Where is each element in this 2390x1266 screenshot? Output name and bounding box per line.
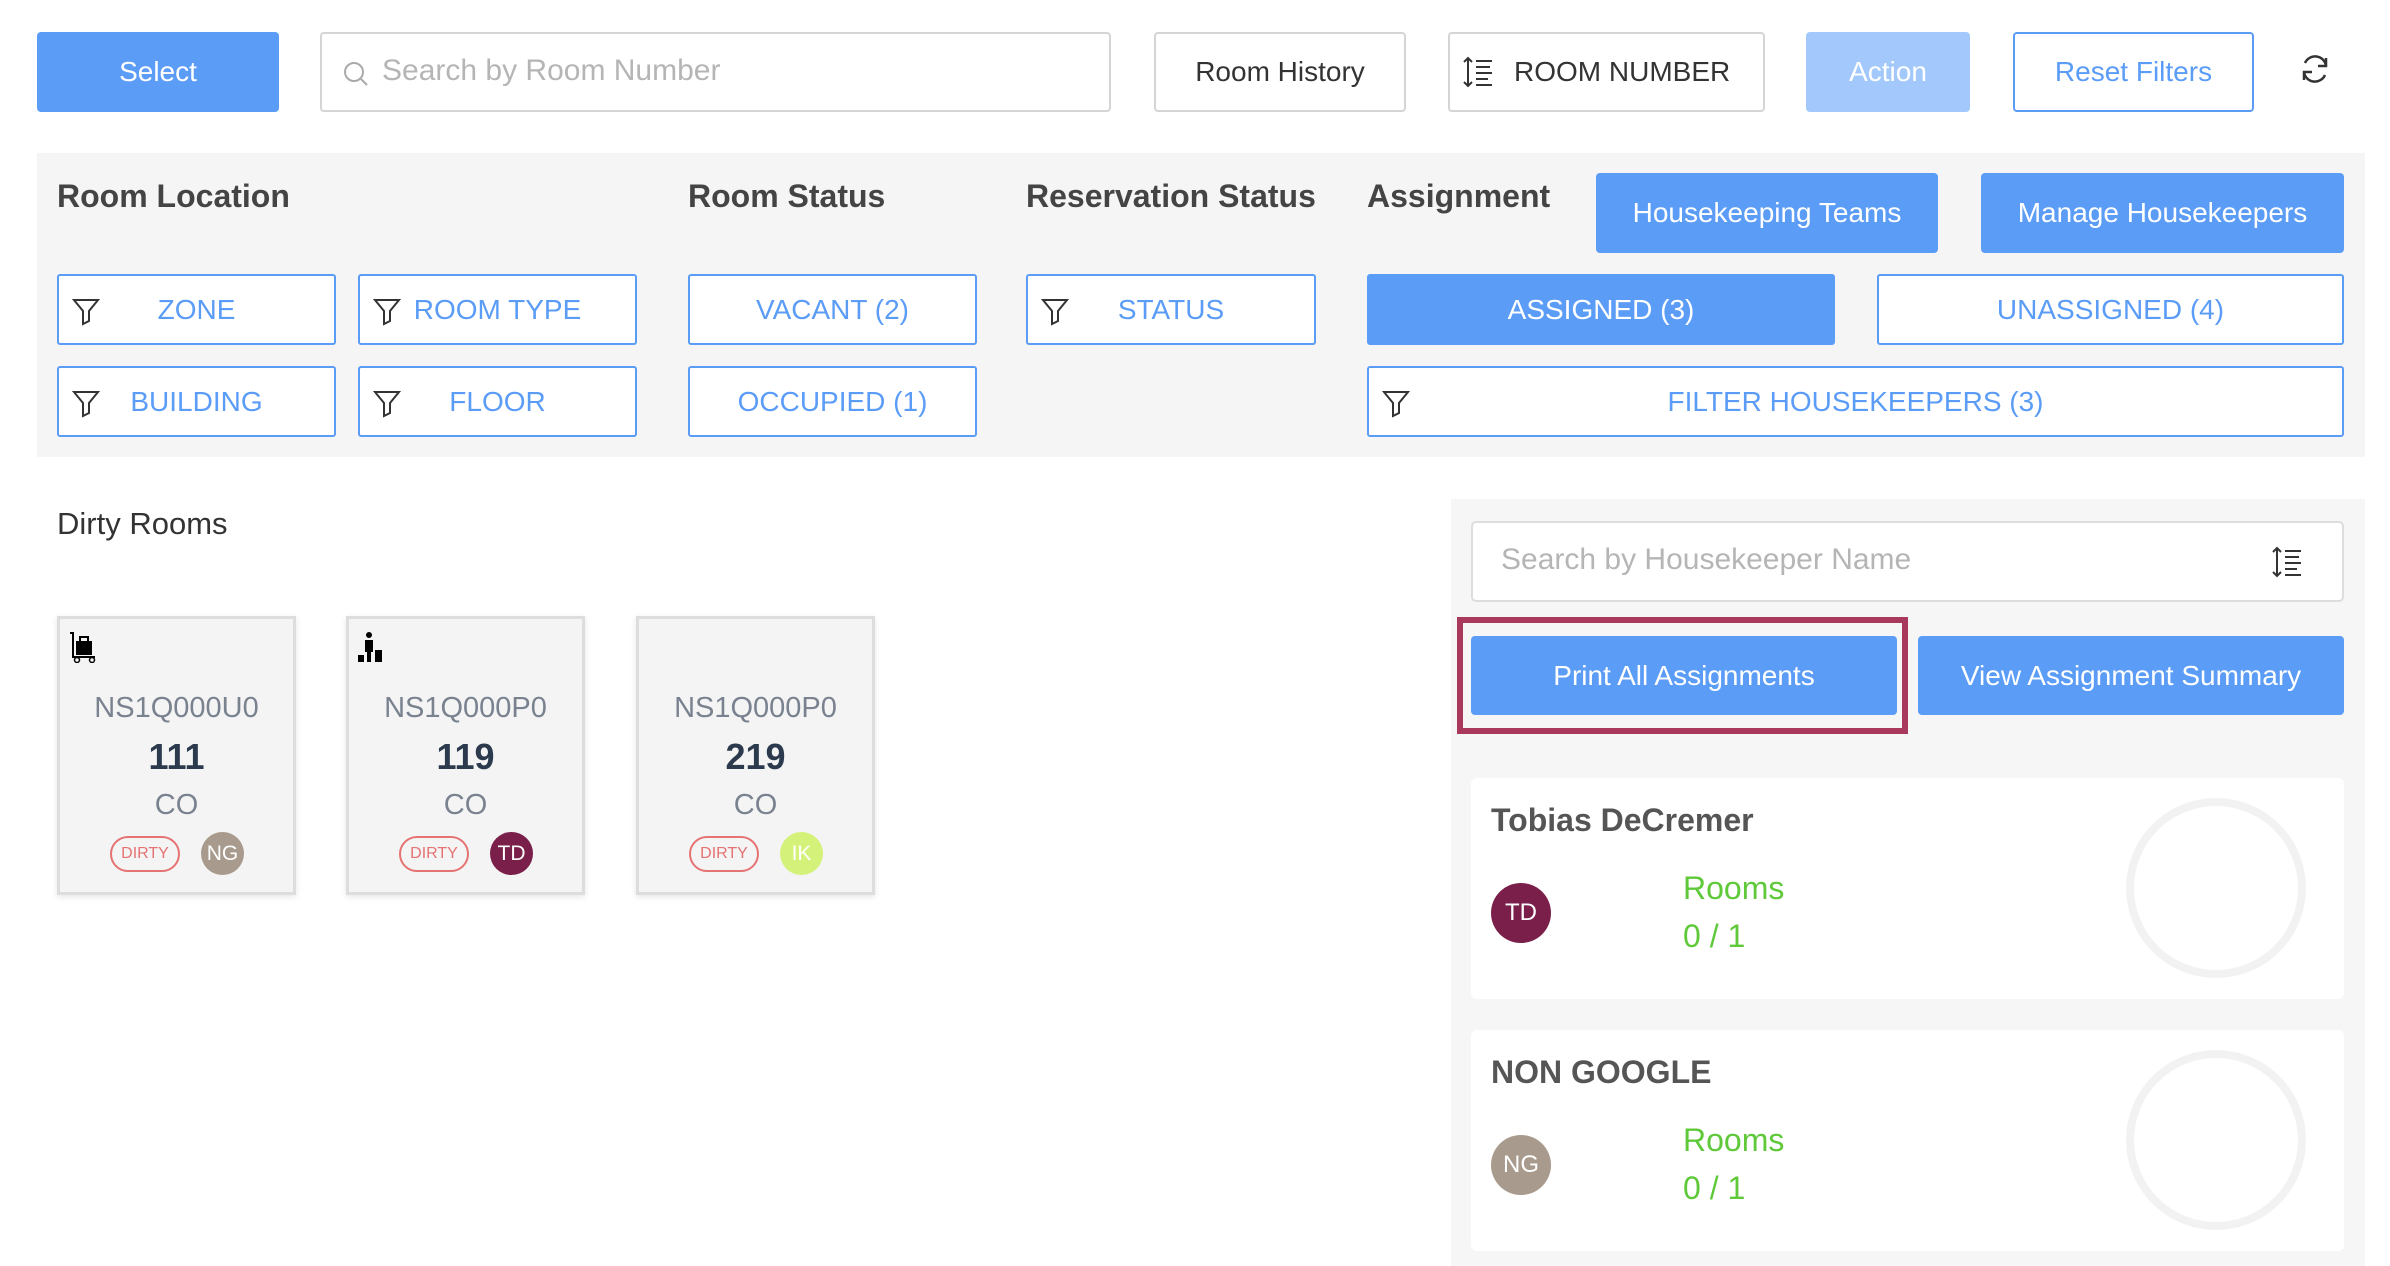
print-all-assignments-button[interactable]: Print All Assignments [1471,636,1897,715]
progress-ring [2126,1050,2306,1230]
housekeeping-teams-button[interactable]: Housekeeping Teams [1596,173,1938,253]
room-status-heading: Room Status [688,178,886,214]
housekeeper-avatar: TD [490,832,533,875]
room-type-filter[interactable]: ROOM TYPE [358,274,637,345]
traveler-icon [358,632,382,662]
filter-icon [372,299,402,326]
sort-icon [1463,56,1492,88]
sort-label: ROOM NUMBER [1514,56,1731,87]
select-button[interactable]: Select [37,32,279,112]
reservation-status-filter[interactable]: STATUS [1026,274,1316,345]
filter-icon [71,299,101,326]
housekeeper-name: Tobias DeCremer [1491,802,1754,838]
view-assignment-summary-button[interactable]: View Assignment Summary [1918,636,2344,715]
housekeeper-avatar: TD [1491,883,1551,943]
rooms-label: Rooms [1683,1122,1785,1158]
filter-housekeepers[interactable]: FILTER HOUSEKEEPERS (3) [1367,366,2344,437]
building-label: BUILDING [130,385,263,417]
action-button[interactable]: Action [1806,32,1970,112]
highlight-box [1457,617,1908,734]
status-label: STATUS [1117,293,1225,325]
housekeeper-card[interactable]: Tobias DeCremer TD Rooms 0 / 1 [1471,778,2344,999]
refresh-icon[interactable] [2298,52,2332,86]
zone-label: ZONE [157,293,236,325]
progress-ring [2126,798,2306,978]
zone-filter[interactable]: ZONE [57,274,336,345]
housekeeper-avatar: IK [780,832,823,875]
room-location-heading: Room Location [57,178,290,214]
housekeeper-avatar: NG [201,832,244,875]
filter-icon [372,391,402,418]
room-code: NS1Q000P0 [674,692,837,724]
room-search-placeholder: Search by Room Number [382,54,721,87]
room-code: NS1Q000U0 [94,692,259,724]
vacant-filter[interactable]: VACANT (2) [688,274,977,345]
housekeeper-search-placeholder: Search by Housekeeper Name [1501,543,1912,576]
room-status: CO [443,789,488,821]
room-status: CO [154,789,199,821]
dirty-badge: DIRTY [399,836,469,872]
reservation-status-heading: Reservation Status [1026,178,1316,214]
dirty-badge: DIRTY [110,836,180,872]
filter-icon [71,391,101,418]
sort-icon[interactable] [2271,545,2303,579]
dirty-badge: DIRTY [689,836,759,872]
reset-filters-button[interactable]: Reset Filters [2013,32,2254,112]
unassigned-filter[interactable]: UNASSIGNED (4) [1877,274,2344,345]
room-number: 119 [436,736,495,777]
filter-housekeepers-label: FILTER HOUSEKEEPERS (3) [1667,385,2044,417]
housekeeper-search-input[interactable]: Search by Housekeeper Name [1471,521,2344,602]
room-type-label: ROOM TYPE [413,293,582,325]
room-card[interactable]: NS1Q000P0 219 CO DIRTY IK [636,616,875,895]
floor-label: FLOOR [449,385,546,417]
occupied-filter[interactable]: OCCUPIED (1) [688,366,977,437]
rooms-value: 0 / 1 [1683,918,1746,954]
room-card[interactable]: NS1Q000U0 111 CO DIRTY NG [57,616,296,895]
filter-icon [1381,391,1411,418]
manage-housekeepers-button[interactable]: Manage Housekeepers [1981,173,2344,253]
filter-icon [1040,299,1070,326]
housekeeper-card[interactable]: NON GOOGLE NG Rooms 0 / 1 [1471,1030,2344,1251]
room-number: 111 [148,736,205,777]
room-card[interactable]: NS1Q000P0 119 CO DIRTY TD [346,616,585,895]
building-filter[interactable]: BUILDING [57,366,336,437]
luggage-cart-icon [70,632,96,663]
assigned-filter[interactable]: ASSIGNED (3) [1367,274,1835,345]
housekeeper-avatar: NG [1491,1135,1551,1195]
room-status: CO [733,789,778,821]
rooms-label: Rooms [1683,870,1785,906]
assignment-heading: Assignment [1367,178,1551,214]
rooms-value: 0 / 1 [1683,1170,1746,1206]
sort-room-number-button[interactable]: ROOM NUMBER [1448,32,1765,112]
room-number: 219 [725,736,786,777]
room-code: NS1Q000P0 [384,692,547,724]
room-search-input[interactable]: Search by Room Number [320,32,1111,112]
search-icon [344,62,368,86]
floor-filter[interactable]: FLOOR [358,366,637,437]
dirty-rooms-heading: Dirty Rooms [57,506,228,541]
housekeeper-name: NON GOOGLE [1491,1054,1712,1090]
room-history-button[interactable]: Room History [1154,32,1406,112]
